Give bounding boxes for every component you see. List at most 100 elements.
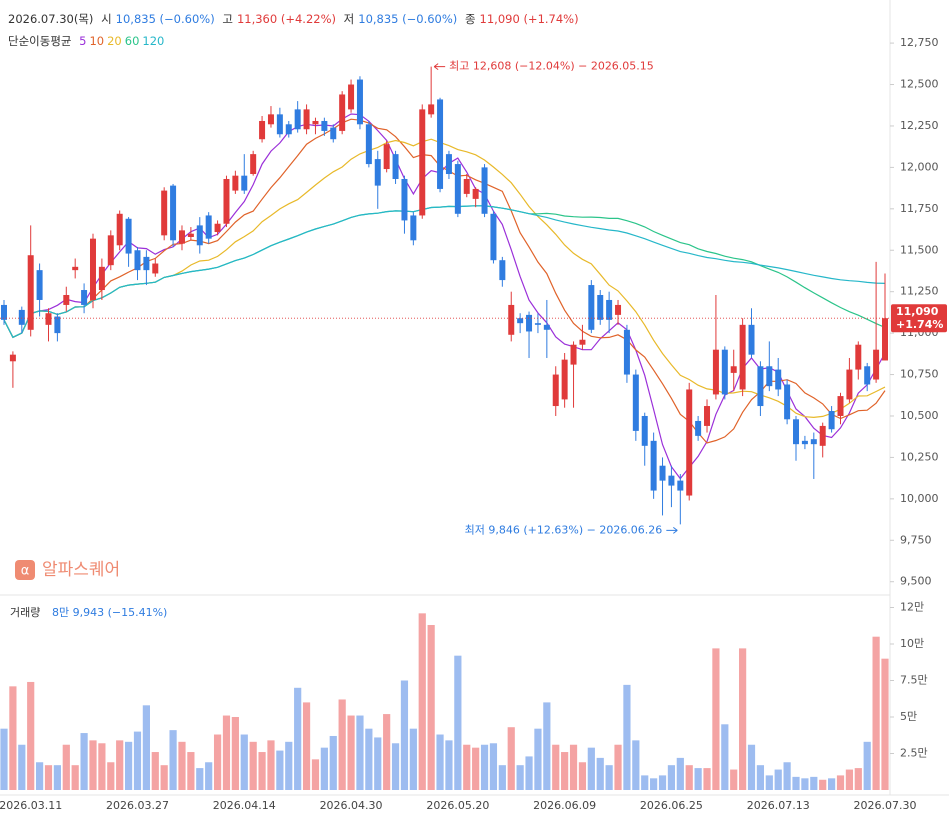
candle-body (187, 233, 194, 237)
candle-body (250, 154, 257, 175)
candle-body (650, 440, 657, 491)
volume-bar (151, 752, 159, 790)
candle-body (134, 250, 141, 271)
candle-body (481, 167, 488, 214)
logo: α (21, 564, 30, 579)
candle-body (303, 109, 310, 130)
candle-body (170, 185, 177, 241)
volume-bar (747, 744, 756, 790)
y-tick-label: 10,000 (900, 492, 939, 505)
candle-body (499, 260, 506, 281)
volume-bar (516, 765, 524, 790)
ma-legend: 단순이동평균 5 10 20 60 120 (8, 33, 167, 49)
volume-bar (774, 769, 782, 790)
candle-body (419, 109, 426, 216)
annotation-arrow (433, 63, 446, 71)
header: 2026.07.30(목) 시 10,835 (−0.60%) 고 11,360 (… (8, 11, 583, 27)
volume-bar (632, 740, 640, 790)
candle-body (828, 411, 835, 430)
candle-body (54, 316, 61, 334)
volume-bar (703, 768, 711, 790)
candle-body (668, 475, 675, 486)
candle-body (356, 79, 363, 125)
ma-line (3, 138, 886, 419)
volume-bar (623, 684, 631, 790)
volume-bar (525, 756, 533, 790)
candle-body (223, 178, 230, 224)
volume-bar (329, 735, 337, 790)
candle-body (534, 323, 541, 325)
volume-bar (614, 744, 622, 790)
volume-tick-label: 10만 (900, 637, 924, 650)
candle-body (623, 329, 630, 375)
volume-bar (400, 680, 409, 790)
volume-bar (694, 768, 702, 790)
volume-bar (561, 752, 569, 790)
volume-bar (213, 734, 222, 790)
price-tag-change: +1.74% (896, 318, 943, 331)
y-tick-label: 10,500 (900, 409, 939, 422)
candle-body (748, 324, 755, 355)
candle-body (267, 114, 274, 125)
close-text: 11,090 (+1.74%) (479, 12, 579, 26)
volume-bar (641, 775, 649, 790)
volume-bar (44, 765, 53, 790)
candle-body (81, 290, 88, 305)
ma-legend-item: 10 (89, 34, 105, 48)
volume-bar (62, 744, 70, 790)
low-text: 10,835 (−0.60%) (358, 12, 458, 26)
candle-body (819, 425, 826, 446)
volume-bar (427, 625, 435, 790)
volume-bar (98, 743, 106, 790)
volume-bar (605, 765, 613, 790)
volume-bar (543, 702, 551, 790)
volume-bar (374, 737, 382, 790)
volume-bar (676, 757, 684, 790)
volume-bar (739, 648, 747, 790)
candle-body (846, 369, 853, 400)
volume-bar (872, 636, 880, 790)
candle-body (757, 366, 764, 407)
candle-body (882, 318, 888, 361)
volume-bar (828, 778, 836, 790)
volume-bar (71, 765, 79, 790)
candle-body (712, 349, 719, 395)
x-tick-label: 2026.03.11 (0, 799, 62, 812)
close-label: 종 (464, 12, 476, 26)
volume-bar (285, 741, 293, 790)
annotation-low: 최저 9,846 (+12.63%) − 2026.06.26 (465, 523, 663, 536)
candle-body (570, 344, 577, 365)
volume-bar (18, 744, 26, 790)
candle-body (508, 304, 515, 335)
candle-body (392, 154, 399, 179)
candle-body (632, 374, 639, 431)
candle-body (107, 235, 114, 266)
volume-bar (845, 769, 854, 790)
volume-bar (302, 702, 311, 790)
open-text: 10,835 (−0.60%) (115, 12, 215, 26)
y-tick-label: 11,250 (900, 285, 939, 298)
candle-body (241, 175, 248, 191)
candle-body (864, 366, 871, 385)
candle-body (873, 349, 880, 380)
candle-body (72, 266, 79, 271)
volume-bar (124, 741, 133, 790)
volume-bar (685, 765, 693, 790)
candle-body (232, 175, 239, 191)
volume-bar (89, 740, 97, 790)
candle-body (205, 215, 212, 239)
annotation-high: 최고 12,608 (−12.04%) − 2026.05.15 (449, 60, 654, 73)
candle-body (294, 109, 301, 130)
volume-bar (9, 686, 17, 790)
volume-bar (391, 743, 400, 790)
ma-label: 단순이동평균 (8, 34, 72, 48)
candle-body (63, 295, 70, 305)
candle-body (276, 114, 283, 135)
volume-tick-label: 12만 (900, 600, 924, 613)
ma-line (3, 205, 886, 339)
candle-body (659, 465, 666, 481)
volume-bar (365, 728, 373, 790)
volume-bar (658, 775, 667, 790)
volume-bar (765, 775, 773, 790)
